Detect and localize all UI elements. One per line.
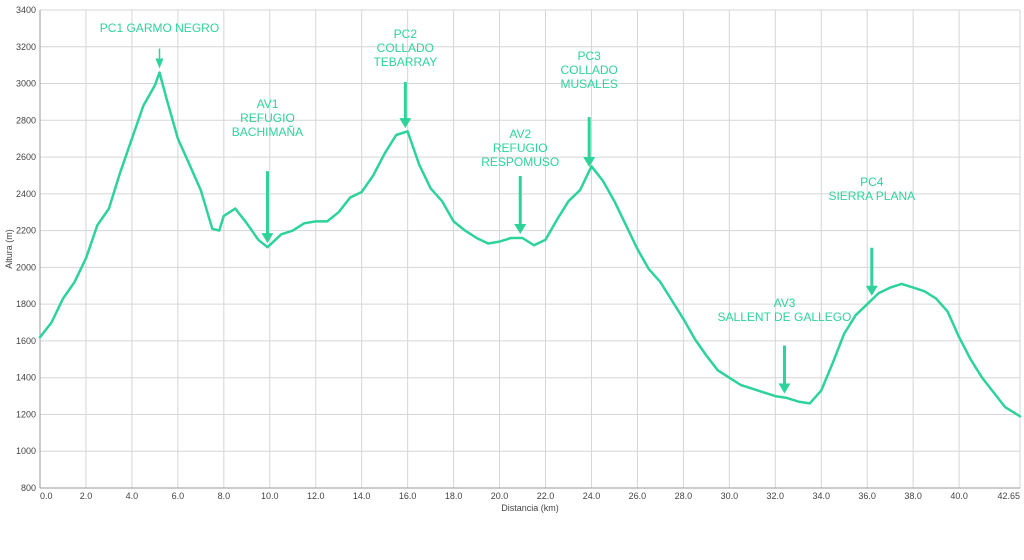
x-axis-label: Distancia (km) — [501, 503, 559, 513]
annotations: PC1 GARMO NEGROAV1REFUGIOBACHIMAÑAPC2COL… — [100, 21, 915, 394]
annotation-label: SIERRA PLANA — [828, 189, 915, 203]
annotation-arrowhead — [778, 383, 791, 394]
x-tick-label: 20.0 — [491, 491, 509, 501]
x-tick-label: 26.0 — [629, 491, 647, 501]
annotation-label: BACHIMAÑA — [232, 125, 303, 139]
annotation-label: COLLADO — [560, 63, 617, 77]
y-axis-ticks: 800 1000 1200 1400 1600 1800 2000 2200 2400 2600 2… — [16, 5, 36, 493]
y-axis-label: Altura (m) — [4, 229, 14, 269]
annotation-label: PC1 GARMO NEGRO — [100, 21, 219, 35]
annotation-label: COLLADO — [377, 41, 434, 55]
annotation-arrowhead — [865, 285, 878, 296]
y-tick-label: 2600 — [16, 152, 36, 162]
annotation-arrowhead — [583, 157, 596, 168]
annotation-label: PC2 — [394, 27, 418, 41]
annotation: PC1 GARMO NEGRO — [100, 21, 219, 69]
x-tick-label: 24.0 — [583, 491, 601, 501]
annotation-label: REFUGIO — [240, 111, 295, 125]
x-tick-label: 10.0 — [261, 491, 279, 501]
x-tick-label: 8.0 — [218, 491, 231, 501]
annotation-label: PC3 — [577, 49, 601, 63]
x-tick-label: 4.0 — [126, 491, 139, 501]
axes — [39, 10, 1020, 489]
y-tick-label: 3200 — [16, 42, 36, 52]
annotation-arrowhead — [399, 118, 412, 129]
x-tick-label: 36.0 — [858, 491, 876, 501]
annotation-arrowhead — [514, 223, 527, 234]
annotation-label: AV3 — [774, 296, 796, 310]
annotation-label: MUSALES — [560, 77, 617, 91]
y-tick-label: 3400 — [16, 5, 36, 15]
grid — [39, 9, 1021, 489]
x-tick-label: 34.0 — [812, 491, 830, 501]
y-tick-label: 1800 — [16, 299, 36, 309]
x-tick-label: 6.0 — [172, 491, 185, 501]
y-tick-label: 2000 — [16, 262, 36, 272]
annotation-label: AV1 — [257, 97, 279, 111]
x-tick-label: 18.0 — [445, 491, 463, 501]
y-tick-label: 1200 — [16, 409, 36, 419]
annotation-arrowhead — [261, 233, 274, 244]
x-tick-label: 42.65 — [997, 491, 1020, 501]
annotation-label: PC4 — [860, 175, 884, 189]
y-tick-label: 2400 — [16, 189, 36, 199]
x-tick-label: 16.0 — [399, 491, 417, 501]
annotation-label: SALLENT DE GALLEGO — [718, 310, 852, 324]
x-tick-label: 30.0 — [721, 491, 739, 501]
y-tick-label: 2200 — [16, 226, 36, 236]
y-tick-label: 2800 — [16, 115, 36, 125]
x-tick-label: 40.0 — [950, 491, 968, 501]
annotation-label: TEBARRAY — [373, 55, 437, 69]
annotation-label: RESPOMUSO — [481, 155, 559, 169]
annotation-label: AV2 — [509, 127, 531, 141]
annotation-arrowhead — [155, 58, 164, 69]
x-tick-label: 38.0 — [904, 491, 922, 501]
x-tick-label: 32.0 — [767, 491, 785, 501]
y-tick-label: 1400 — [16, 373, 36, 383]
x-tick-label: 0.0 — [40, 491, 53, 501]
x-tick-label: 14.0 — [353, 491, 371, 501]
y-tick-label: 1600 — [16, 336, 36, 346]
y-tick-label: 1000 — [16, 446, 36, 456]
x-axis-ticks: 0.0 2.0 4.0 6.0 8.0 10.0 12.0 14.0 16.0 18.0 20.0 2… — [40, 491, 1020, 501]
y-tick-label: 3000 — [16, 79, 36, 89]
x-tick-label: 22.0 — [537, 491, 555, 501]
y-tick-label: 800 — [21, 483, 36, 493]
elevation-line — [38, 71, 1022, 418]
x-tick-label: 2.0 — [80, 491, 93, 501]
x-tick-label: 28.0 — [675, 491, 693, 501]
x-tick-label: 12.0 — [307, 491, 325, 501]
annotation-label: REFUGIO — [493, 141, 548, 155]
